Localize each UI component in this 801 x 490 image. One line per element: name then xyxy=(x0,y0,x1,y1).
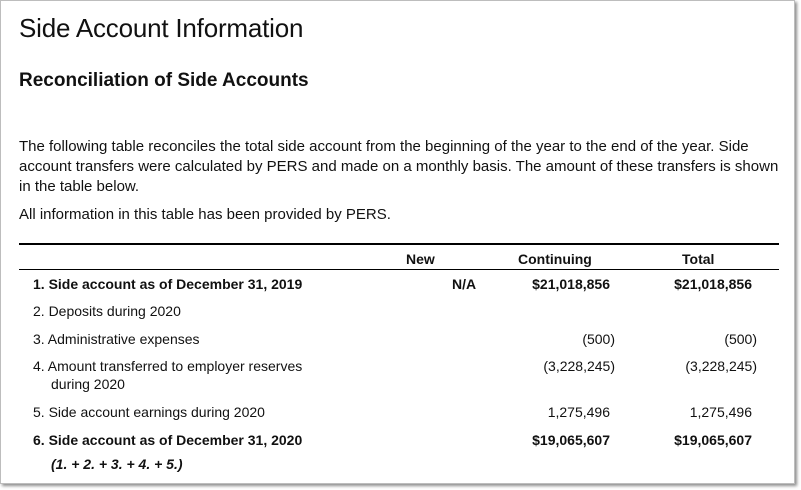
intro-paragraph: The following table reconciles the total… xyxy=(19,138,779,195)
table-top-rule xyxy=(19,243,779,245)
row-label: 5. Side account earnings during 2020 xyxy=(33,404,265,420)
row-continuing-value: $21,018,856 xyxy=(532,276,610,292)
source-note: All information in this table has been p… xyxy=(19,206,391,223)
table-header-rule xyxy=(19,269,779,270)
row-total-value: (500) xyxy=(724,331,757,347)
page-title: Side Account Information xyxy=(19,13,304,43)
row-continuing-value: (500) xyxy=(582,331,615,347)
row-label-continued: during 2020 xyxy=(51,376,125,392)
row-label: 3. Administrative expenses xyxy=(33,331,200,347)
header-new: New xyxy=(406,251,435,267)
row-label: 6. Side account as of December 31, 2020 xyxy=(33,432,303,448)
row-total-value: $19,065,607 xyxy=(674,432,752,448)
row-label: 1. Side account as of December 31, 2019 xyxy=(33,276,303,292)
row-new-value: N/A xyxy=(452,276,477,292)
section-subtitle: Reconciliation of Side Accounts xyxy=(19,70,309,91)
row-formula: (1. + 2. + 3. + 4. + 5.) xyxy=(51,456,183,472)
row-continuing-value: 1,275,496 xyxy=(547,404,610,420)
row-total-value: $21,018,856 xyxy=(674,276,752,292)
row-total-value: (3,228,245) xyxy=(685,358,757,374)
row-total-value: 1,275,496 xyxy=(689,404,752,420)
row-label: 4. Amount transferred to employer reserv… xyxy=(33,358,303,374)
row-continuing-value: $19,065,607 xyxy=(532,432,610,448)
header-continuing: Continuing xyxy=(518,251,592,267)
row-continuing-value: (3,228,245) xyxy=(543,358,615,374)
header-total: Total xyxy=(682,251,715,267)
row-label: 2. Deposits during 2020 xyxy=(33,303,181,319)
